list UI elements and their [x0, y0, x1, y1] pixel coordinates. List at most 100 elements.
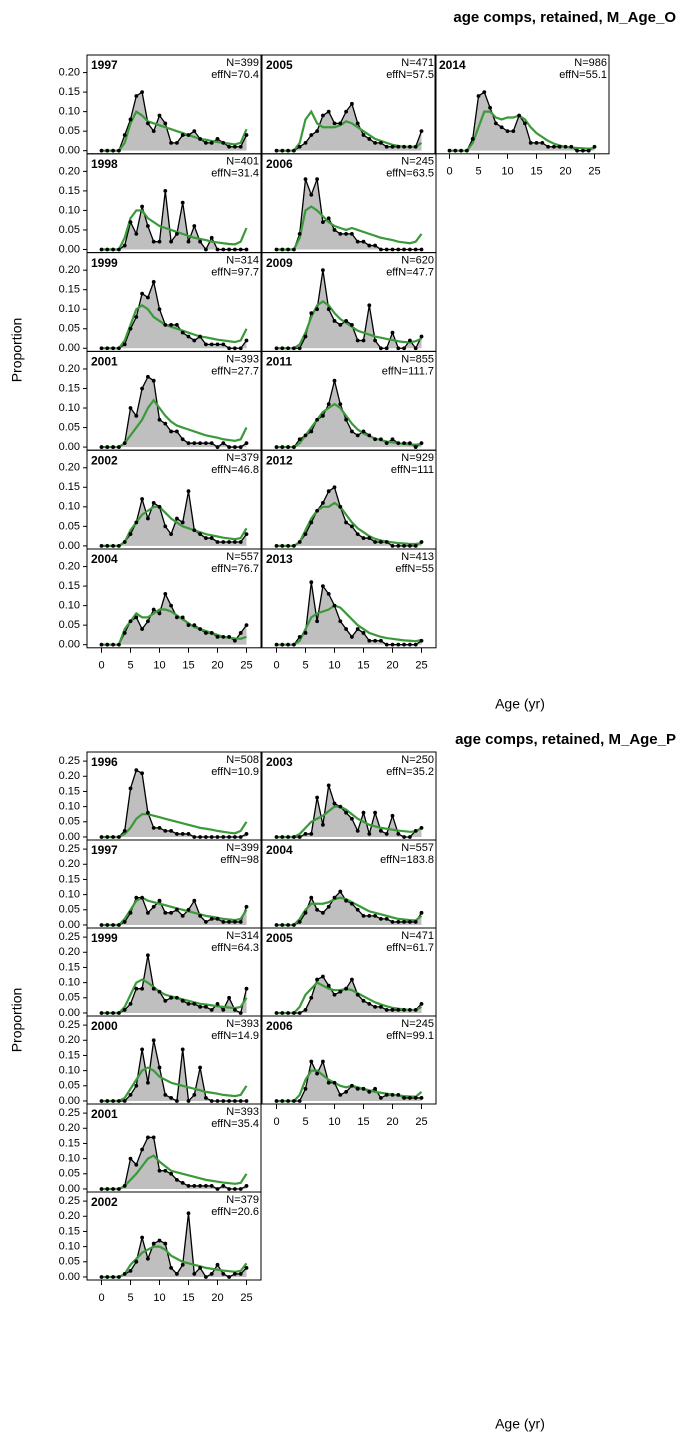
observed-point [163, 910, 168, 915]
observed-point [419, 638, 424, 643]
observed-point [350, 977, 354, 982]
y-tick-label: 0.05 [59, 992, 80, 1004]
observed-point [344, 520, 348, 525]
y-axis-label: Proportion [9, 988, 25, 1053]
observed-point [180, 437, 185, 442]
observed-point [408, 441, 412, 446]
y-tick-label: 0.25 [59, 843, 80, 855]
observed-point [292, 445, 296, 449]
observed-point [592, 144, 597, 149]
observed-point [151, 378, 156, 383]
observed-point [134, 895, 139, 900]
observed-point [338, 619, 343, 624]
x-tick-label: 0 [273, 660, 279, 672]
observed-point [297, 437, 302, 442]
observed-point [215, 137, 220, 141]
observed-point [151, 986, 156, 991]
expected-line [276, 604, 422, 646]
observed-point [221, 140, 226, 145]
y-tick-label: 0.00 [59, 919, 80, 931]
observed-point [303, 832, 308, 836]
observed-point [151, 129, 156, 134]
panel-effn: effN=55 [395, 563, 434, 575]
observed-point [221, 342, 226, 347]
observed-point [390, 543, 395, 548]
observed-point [163, 421, 168, 426]
observed-point [180, 1047, 185, 1052]
observed-point [379, 247, 383, 252]
observed-point [180, 1262, 185, 1267]
observed-point [244, 1265, 249, 1270]
observed-point [198, 627, 203, 631]
observed-point [373, 1004, 377, 1009]
observed-point [326, 489, 331, 494]
observed-point [355, 1086, 360, 1091]
y-tick-label: 0.00 [59, 831, 80, 843]
observed-point [215, 540, 220, 544]
observed-point [157, 825, 162, 830]
observed-point [204, 1184, 208, 1188]
observed-point [315, 977, 319, 982]
observed-point [180, 520, 185, 525]
observed-point [99, 1011, 104, 1015]
x-tick-label: 20 [386, 1116, 398, 1128]
x-tick-label: 15 [182, 660, 194, 672]
observed-point [292, 247, 296, 252]
observed-point [99, 642, 104, 647]
panel-n: N=250 [401, 754, 434, 766]
observed-point [128, 117, 133, 122]
observed-point [128, 1001, 133, 1006]
x-tick-label: 5 [127, 660, 133, 672]
observed-point [209, 235, 214, 240]
observed-point [134, 94, 139, 98]
observed-point [140, 1047, 145, 1052]
observed-point [105, 642, 110, 647]
observed-point [238, 631, 243, 635]
y-tick-label: 0.10 [59, 204, 80, 216]
observed-point [227, 247, 232, 252]
y-tick-label: 0.15 [59, 580, 80, 592]
observed-point [355, 338, 360, 343]
observed-point [122, 342, 127, 347]
observed-point [361, 429, 366, 434]
observed-point [292, 642, 296, 647]
observed-point [175, 907, 179, 912]
observed-point [151, 904, 156, 909]
observed-point [99, 1275, 104, 1279]
observed-point [186, 334, 191, 339]
observed-point [233, 920, 237, 924]
panel-n: N=399 [226, 57, 259, 69]
observed-point [309, 429, 314, 434]
panel-n: N=413 [401, 551, 434, 563]
panel-effn: effN=98 [220, 854, 259, 866]
observed-point [367, 303, 372, 308]
panel-year: 2013 [266, 552, 293, 566]
observed-point [198, 835, 203, 839]
observed-point [384, 247, 389, 252]
observed-area [276, 380, 422, 448]
x-tick-label: 5 [475, 166, 481, 178]
observed-point [470, 137, 475, 141]
observed-point [338, 889, 343, 894]
observed-point [146, 121, 150, 126]
observed-point [379, 638, 383, 643]
observed-point [122, 1184, 127, 1188]
observed-point [227, 995, 232, 1000]
observed-point [117, 445, 121, 449]
observed-point [215, 1262, 220, 1267]
observed-point [286, 247, 290, 252]
observed-point [221, 1008, 226, 1012]
observed-point [419, 910, 424, 915]
observed-point [227, 835, 232, 839]
observed-point [204, 920, 208, 924]
panel-n: N=471 [401, 930, 434, 942]
observed-point [215, 1187, 220, 1191]
y-tick-label: 0.00 [59, 145, 80, 157]
observed-point [128, 1268, 133, 1273]
observed-point [128, 619, 133, 624]
observed-point [186, 1211, 191, 1216]
observed-point [117, 923, 121, 927]
observed-point [344, 986, 348, 991]
panel-n: N=393 [226, 353, 259, 365]
observed-area [101, 897, 247, 925]
